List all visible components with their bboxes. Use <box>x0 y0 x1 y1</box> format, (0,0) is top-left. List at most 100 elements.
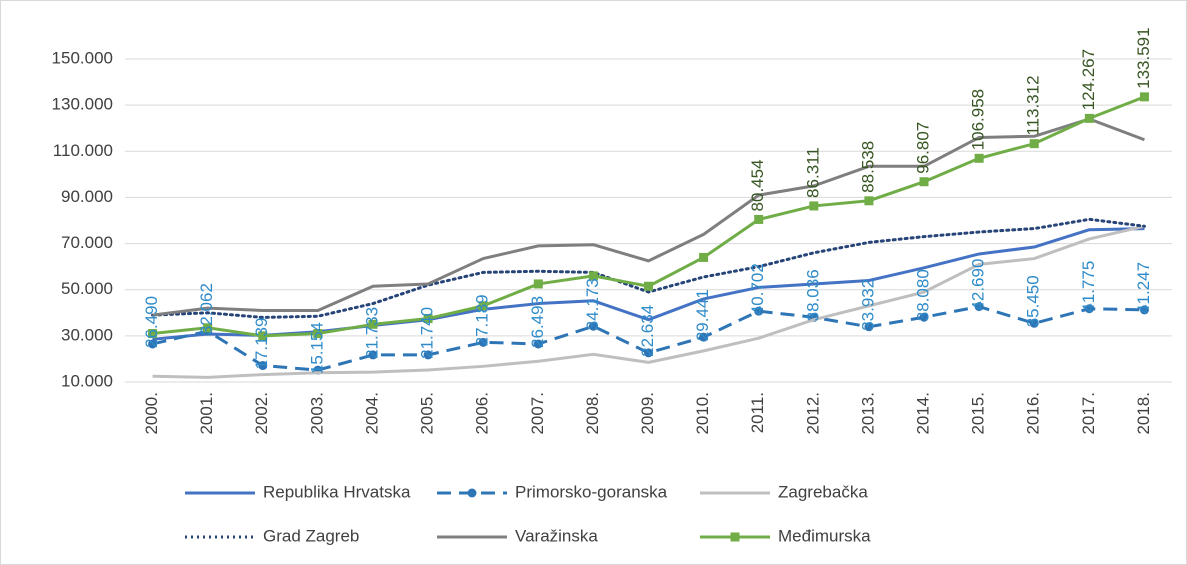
data-label: 38.036 <box>803 269 822 321</box>
y-tick-label: 90.000 <box>61 187 113 206</box>
y-tick-label: 130.000 <box>52 95 113 114</box>
marker <box>258 361 268 371</box>
x-tick-label: 2007. <box>528 392 547 435</box>
data-label: 113.312 <box>1024 75 1043 135</box>
marker <box>919 177 929 187</box>
data-label: 26.493 <box>528 296 547 348</box>
y-tick-label: 50.000 <box>61 279 113 298</box>
marker <box>754 306 764 316</box>
legend-label: Primorsko-goranska <box>515 482 668 501</box>
data-label: 26.490 <box>142 296 161 348</box>
x-tick-label: 2010. <box>693 392 712 435</box>
x-tick-label: 2018. <box>1134 392 1153 435</box>
data-label: 21.740 <box>418 307 437 359</box>
marker <box>1029 139 1039 149</box>
data-label: 133.591 <box>1134 27 1153 88</box>
data-label: 34.173 <box>583 278 602 330</box>
marker <box>644 348 653 358</box>
x-tick-label: 2002. <box>252 392 271 435</box>
data-label: 33.932 <box>858 279 877 331</box>
marker <box>423 350 433 360</box>
y-tick-label: 110.000 <box>53 141 113 160</box>
marker <box>809 201 819 211</box>
data-label: 15.154 <box>307 322 326 374</box>
legend-label: Grad Zagreb <box>263 526 359 545</box>
data-label: 86.311 <box>803 147 822 198</box>
x-tick-label: 2015. <box>969 392 988 435</box>
data-label: 41.775 <box>1079 261 1098 313</box>
legend-marker <box>730 532 740 542</box>
data-label: 42.690 <box>969 259 988 311</box>
marker <box>644 281 653 291</box>
marker <box>919 312 929 322</box>
x-tick-label: 2009. <box>638 392 657 435</box>
marker <box>699 332 709 342</box>
data-label: 40.702 <box>748 263 767 315</box>
series-line <box>152 117 1145 317</box>
marker <box>533 339 543 349</box>
x-tick-label: 2008. <box>583 392 602 435</box>
marker <box>313 329 323 339</box>
marker <box>1139 92 1149 102</box>
marker <box>588 271 598 281</box>
x-tick-label: 2000. <box>142 392 161 435</box>
marker <box>1029 318 1039 328</box>
data-label: 27.189 <box>473 294 492 346</box>
x-tick-label: 2013. <box>858 392 877 435</box>
marker <box>478 337 488 347</box>
x-tick-label: 2016. <box>1024 392 1043 435</box>
legend-marker <box>467 488 477 498</box>
data-label: 22.634 <box>638 305 657 357</box>
marker <box>423 314 433 324</box>
data-label: 17.139 <box>252 318 271 370</box>
y-tick-label: 30.000 <box>61 325 113 344</box>
legend-label: Međimurska <box>778 526 871 545</box>
x-tick-label: 2017. <box>1079 392 1098 435</box>
marker <box>1139 305 1149 315</box>
data-label: 106.958 <box>969 89 988 150</box>
data-label: 96.807 <box>914 122 933 174</box>
series-line <box>152 224 1145 379</box>
marker <box>864 322 874 332</box>
marker <box>533 279 543 289</box>
legend-label: Zagrebačka <box>778 482 868 501</box>
y-tick-label: 10.000 <box>61 371 113 390</box>
data-label: 29.441 <box>693 289 712 341</box>
marker <box>258 331 268 341</box>
x-tick-label: 2011. <box>748 392 767 433</box>
series-line <box>151 217 1146 319</box>
marker <box>1084 304 1094 314</box>
x-tick-label: 2003. <box>307 392 326 435</box>
marker <box>148 339 158 349</box>
data-label: 88.538 <box>858 141 877 193</box>
x-tick-label: 2014. <box>914 392 933 435</box>
marker <box>148 329 158 339</box>
data-label: 21.733 <box>362 307 381 359</box>
y-tick-label: 70.000 <box>61 233 113 252</box>
data-label: 38.080 <box>914 269 933 321</box>
y-tick-label: 150.000 <box>52 48 113 67</box>
x-tick-label: 2006. <box>473 392 492 435</box>
data-label: 41.247 <box>1134 262 1153 314</box>
x-tick-label: 2012. <box>803 392 822 435</box>
data-label: 124.267 <box>1079 49 1098 110</box>
marker <box>203 323 213 333</box>
marker <box>1084 113 1094 123</box>
legend-label: Varažinska <box>515 526 598 545</box>
data-label: 35.450 <box>1024 275 1043 327</box>
marker <box>588 321 598 331</box>
data-label: 80.454 <box>748 159 767 211</box>
marker <box>478 301 488 311</box>
marker <box>368 350 378 360</box>
x-tick-label: 2004. <box>362 392 381 435</box>
marker <box>974 302 984 312</box>
legend-label: Republika Hrvatska <box>263 482 411 501</box>
marker <box>864 196 874 206</box>
x-tick-label: 2005. <box>418 392 437 435</box>
data-label: 32.062 <box>197 283 216 335</box>
marker <box>368 319 378 329</box>
marker <box>974 153 984 163</box>
marker <box>754 214 764 224</box>
